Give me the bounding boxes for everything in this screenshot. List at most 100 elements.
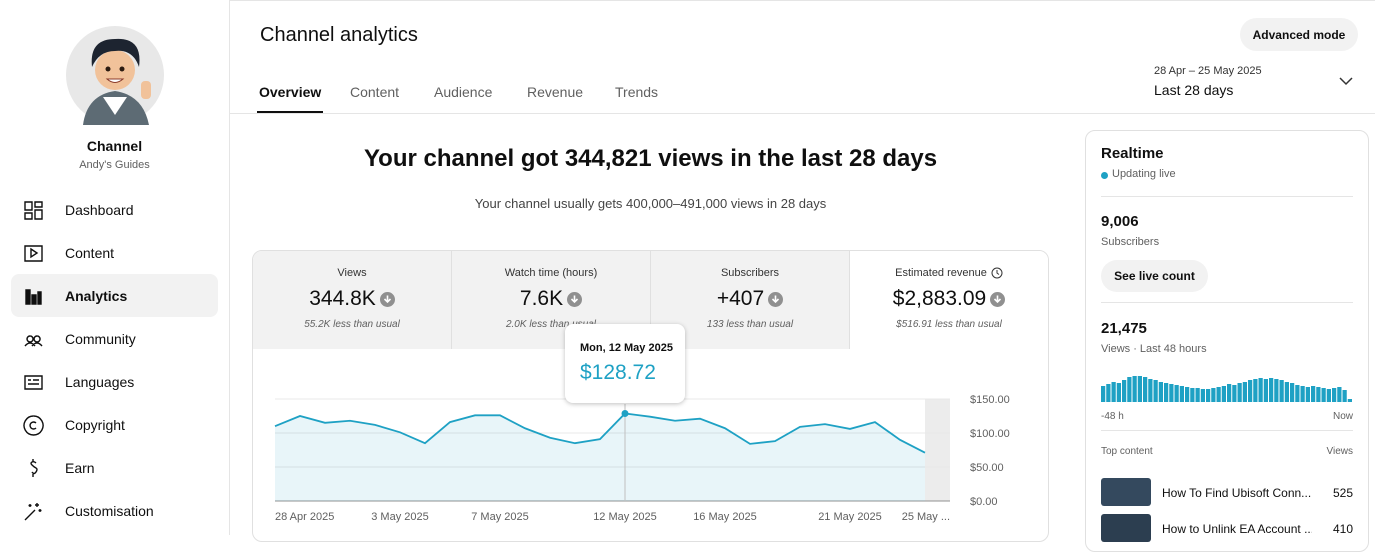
metric-label: Watch time (hours)	[452, 267, 650, 279]
channel-avatar[interactable]	[65, 25, 165, 125]
realtime-bar	[1158, 382, 1163, 402]
views-count: 21,475	[1101, 320, 1147, 337]
metric-card[interactable]: Estimated revenue $2,883.09 $516.91 less t…	[850, 251, 1048, 349]
live-dot	[1101, 172, 1108, 179]
metric-card[interactable]: Views 344.8K 55.2K less than usual	[253, 251, 452, 349]
tooltip-value: $128.72	[580, 361, 656, 384]
period: Last 28 days	[1154, 82, 1234, 98]
y-tick-label: $150.00	[970, 394, 1010, 406]
x-tick-label: 25 May ...	[902, 511, 950, 523]
realtime-bar	[1237, 383, 1242, 402]
nav-item[interactable]: Dashboard	[11, 188, 218, 231]
metric-note: $516.91 less than usual	[896, 319, 1002, 330]
nav-label: Copyright	[65, 416, 125, 433]
clock-icon	[991, 267, 1003, 279]
realtime-bar	[1200, 389, 1205, 402]
realtime-bar	[1132, 376, 1137, 402]
metric-value-text: 344.8K	[309, 287, 376, 310]
down-icon	[567, 291, 583, 307]
nav-item[interactable]: Copyright	[11, 403, 218, 446]
realtime-bar	[1290, 383, 1295, 402]
realtime-bar	[1332, 388, 1337, 402]
realtime-bar	[1258, 378, 1263, 402]
realtime-bar	[1337, 387, 1342, 402]
realtime-bar	[1195, 388, 1200, 402]
realtime-bar	[1137, 376, 1142, 402]
top-content-label: Top content	[1101, 446, 1153, 457]
tab[interactable]: Overview	[259, 84, 322, 100]
realtime-bar	[1111, 382, 1116, 402]
metric-value-text: 7.6K	[519, 287, 564, 310]
area	[275, 413, 925, 501]
thumbnail	[1101, 514, 1151, 542]
x-tick-label: 21 May 2025	[818, 511, 882, 523]
tab[interactable]: Revenue	[527, 84, 584, 100]
realtime-bar	[1342, 390, 1347, 402]
realtime-status: Updating live	[1112, 168, 1176, 180]
realtime-bar	[1190, 388, 1195, 402]
nav-item[interactable]: Customisation	[11, 489, 218, 532]
realtime-bar	[1169, 384, 1174, 402]
realtime-bar	[1279, 380, 1284, 402]
tab[interactable]: Audience	[434, 84, 493, 100]
incomplete-period	[925, 399, 950, 501]
nav-icon	[24, 375, 43, 390]
metric-card[interactable]: Subscribers +407 133 less than usual	[651, 251, 850, 349]
y-tick-label: $100.00	[970, 428, 1010, 440]
tab[interactable]: Trends	[615, 84, 659, 100]
top-content-row[interactable]: How to Unlink EA Account ... 410	[1101, 514, 1353, 542]
realtime-bar	[1284, 382, 1289, 402]
realtime-bar	[1316, 387, 1321, 402]
axis-start: -48 h	[1101, 411, 1124, 422]
tooltip-date: Mon, 12 May 2025	[580, 342, 673, 354]
tooltip: Mon, 12 May 2025 $128.72	[565, 324, 685, 403]
line	[274, 412, 926, 454]
views-column: Views	[1326, 446, 1354, 457]
realtime-bar	[1347, 399, 1352, 402]
nav-item[interactable]: Content	[11, 231, 218, 274]
advanced-mode-button[interactable]: Advanced mode	[1240, 18, 1358, 51]
nav-icon	[23, 415, 44, 436]
realtime-bar	[1269, 378, 1274, 402]
realtime-bar	[1216, 387, 1221, 402]
realtime-bar	[1153, 380, 1158, 402]
live-count-button[interactable]: See live count	[1101, 260, 1208, 292]
x-tick-label: 12 May 2025	[593, 511, 657, 523]
nav-icon	[24, 503, 42, 521]
nav-item[interactable]: Earn	[11, 446, 218, 489]
metric-value-text: +407	[716, 287, 765, 310]
down-icon	[768, 291, 784, 307]
realtime-bar	[1253, 379, 1258, 402]
realtime-bar	[1242, 382, 1247, 402]
metric-label-text: Subscribers	[720, 267, 780, 279]
tab[interactable]: Content	[350, 84, 400, 100]
metric-label: Estimated revenue	[850, 267, 1048, 279]
channel-label: Channel	[86, 138, 143, 154]
metric-value: +407	[651, 287, 849, 311]
realtime-bar	[1179, 386, 1184, 402]
metric-value-text: $2,883.09	[892, 287, 987, 310]
top-border	[230, 0, 1375, 1]
subtext: Your channel usually gets 400,000–491,00…	[474, 196, 827, 211]
nav-item[interactable]: Languages	[11, 360, 218, 403]
metric-value: $2,883.09	[850, 287, 1048, 311]
realtime-bar	[1263, 379, 1268, 402]
realtime-title: Realtime	[1101, 145, 1164, 162]
x-tick-label: 28 Apr 2025	[275, 511, 334, 523]
nav-item[interactable]: Analytics	[11, 274, 218, 317]
sidebar: Channel Andy's Guides Dashboard Content An…	[0, 0, 230, 535]
realtime-bar	[1185, 387, 1190, 402]
date-picker[interactable]: 28 Apr – 25 May 2025 Last 28 days	[1150, 62, 1360, 102]
nav-label: Community	[65, 330, 136, 347]
icon-shape	[24, 335, 43, 347]
top-content-row[interactable]: How To Find Ubisoft Conn... 525	[1101, 478, 1353, 506]
realtime-bar	[1274, 379, 1279, 402]
metric-label-text: Estimated revenue	[895, 267, 987, 279]
dropdown-icon	[1339, 77, 1353, 86]
nav-item[interactable]: Community	[11, 317, 218, 360]
realtime-bar	[1326, 389, 1331, 402]
axis-end: Now	[1332, 411, 1353, 422]
realtime-bar	[1311, 386, 1316, 402]
